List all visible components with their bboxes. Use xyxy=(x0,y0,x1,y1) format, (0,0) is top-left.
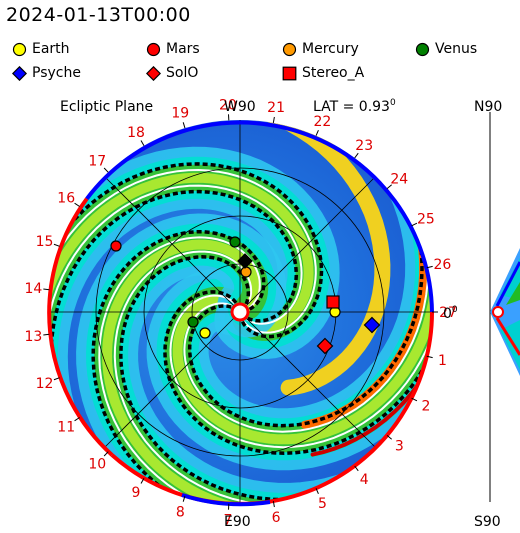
rotation-tick-mark xyxy=(315,129,319,136)
rotation-tick-mark xyxy=(272,116,275,124)
rotation-tick-mark xyxy=(103,451,109,457)
mars-marker xyxy=(110,240,122,252)
rotation-tick-mark xyxy=(140,478,145,484)
rotation-tick-label: 20 xyxy=(219,97,237,113)
rotation-tick-label: 17 xyxy=(88,154,106,170)
latitude-unit: 0 xyxy=(390,98,396,108)
plane-label: Ecliptic Plane xyxy=(60,99,153,115)
rotation-tick-label: 10 xyxy=(88,456,106,472)
rotation-tick-label: 9 xyxy=(132,485,141,501)
legend-label: Venus xyxy=(435,41,478,57)
rotation-tick-label: 11 xyxy=(57,419,75,435)
rim-blue-segment xyxy=(85,120,434,313)
rotation-tick-mark xyxy=(386,435,392,440)
rotation-tick-label: 5 xyxy=(318,496,327,512)
rotation-tick-mark xyxy=(386,184,392,189)
rotation-tick-mark xyxy=(140,140,145,146)
timestamp-title: 2024-01-13T00:00 xyxy=(6,4,191,26)
mercury-marker xyxy=(240,266,252,278)
rotation-tick-mark xyxy=(272,500,275,508)
rotation-tick-mark xyxy=(53,377,60,381)
rotation-tick-label: 4 xyxy=(360,472,369,488)
psyche-marker xyxy=(363,316,381,334)
rotation-tick-mark xyxy=(182,495,186,502)
rotation-tick-label: 6 xyxy=(272,510,281,526)
rotation-tick-label: 19 xyxy=(171,106,189,122)
rotation-tick-mark xyxy=(426,355,433,359)
rotation-tick-label: 25 xyxy=(417,212,435,228)
rotation-tick-mark xyxy=(411,397,418,402)
right-direction-unit: 0 xyxy=(452,305,458,315)
right-direction-value: 0 xyxy=(443,306,452,322)
rotation-tick-label: 16 xyxy=(57,191,75,207)
rotation-tick-label: 27 xyxy=(439,305,457,321)
rotation-tick-label: 18 xyxy=(127,125,145,141)
legend-label: Mars xyxy=(166,41,200,57)
rotation-tick-label: 13 xyxy=(24,329,42,345)
rotation-tick-label: 12 xyxy=(36,376,54,392)
solo-marker xyxy=(316,337,334,355)
right-direction: 00 xyxy=(443,305,458,322)
legend-label: Earth xyxy=(32,41,70,57)
rotation-tick-mark xyxy=(43,288,50,291)
rim-red-left xyxy=(47,197,114,457)
stereo-a-marker xyxy=(326,295,340,309)
rotation-tick-label: 21 xyxy=(267,100,285,116)
legend-label: Stereo_A xyxy=(302,65,365,81)
body-markers xyxy=(110,236,381,355)
bottom-direction: E90 xyxy=(224,514,251,530)
rim-blue-bottom xyxy=(181,493,271,507)
venus-marker xyxy=(187,316,199,328)
rotation-tick-label: 3 xyxy=(395,439,404,455)
rotation-tick-mark xyxy=(103,167,109,173)
latitude-label: LAT = 0.930 xyxy=(313,98,396,115)
legend-label: Mercury xyxy=(302,41,359,57)
rotation-tick-label: 14 xyxy=(24,281,42,297)
rotation-tick-mark xyxy=(411,222,418,227)
rotation-tick-mark xyxy=(315,488,319,495)
legend-label: SolO xyxy=(166,65,199,81)
sun-marker xyxy=(230,302,250,322)
rotation-tick-mark xyxy=(74,417,80,422)
latitude-text: LAT = 0.93 xyxy=(313,99,390,115)
rotation-tick-label: 15 xyxy=(36,234,54,250)
rotation-tick-label: 24 xyxy=(390,171,408,187)
psyche-marker xyxy=(237,253,253,269)
earth-marker xyxy=(199,327,211,339)
side-top-label: N90 xyxy=(474,99,502,115)
meridional-panel xyxy=(489,112,520,502)
rotation-tick-mark xyxy=(74,202,80,207)
venus-marker xyxy=(229,236,241,248)
rotation-tick-mark xyxy=(43,333,50,336)
rotation-tick-label: 26 xyxy=(433,257,451,273)
legend-label: Psyche xyxy=(32,65,81,81)
rotation-tick-mark xyxy=(354,465,359,472)
rotation-tick-label: 22 xyxy=(313,114,331,130)
rotation-tick-label: 2 xyxy=(421,398,430,414)
rotation-tick-label: 8 xyxy=(176,504,185,520)
rotation-tick-mark xyxy=(354,152,359,159)
rotation-tick-label: 7 xyxy=(223,513,232,529)
rotation-tick-mark xyxy=(53,243,60,247)
rotation-tick-mark xyxy=(182,122,186,129)
rim-red-segment xyxy=(110,311,434,506)
rotation-tick-label: 1 xyxy=(438,353,447,369)
rotation-tick-label: 23 xyxy=(355,138,373,154)
top-direction: W90 xyxy=(224,99,256,115)
rotation-tick-mark xyxy=(426,265,433,269)
side-bottom-label: S90 xyxy=(474,514,501,530)
solar-wind-disc xyxy=(47,120,434,507)
